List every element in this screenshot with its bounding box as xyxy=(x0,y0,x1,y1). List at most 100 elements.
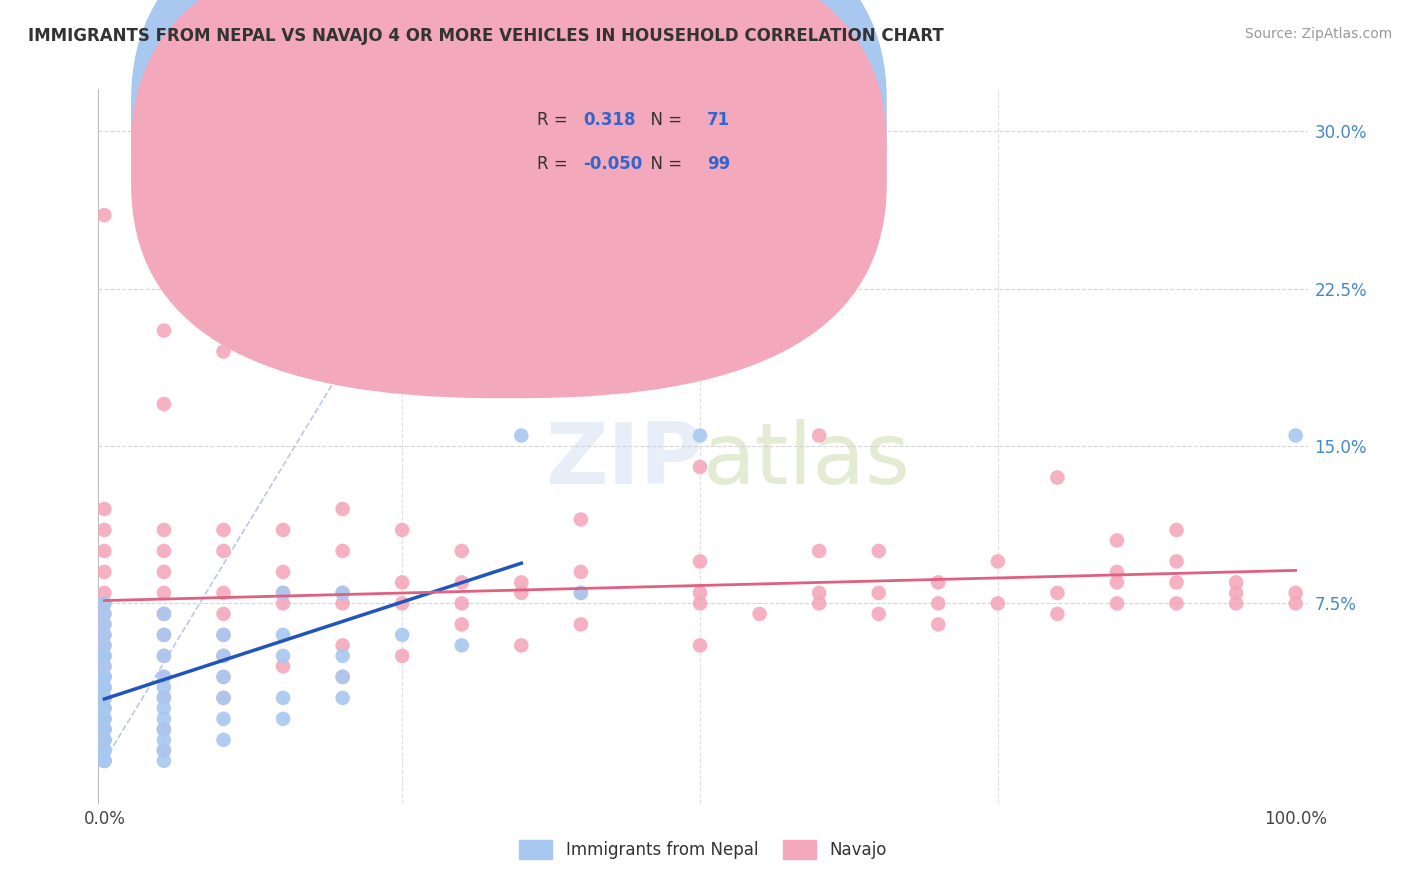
Text: atlas: atlas xyxy=(703,418,911,502)
Point xyxy=(93,754,115,768)
Point xyxy=(271,659,294,673)
Point xyxy=(391,523,413,537)
Point xyxy=(212,670,235,684)
Point xyxy=(212,690,235,705)
Point xyxy=(748,607,770,621)
Text: N =: N = xyxy=(640,111,688,128)
Point xyxy=(93,701,115,715)
Point xyxy=(93,586,115,600)
Point xyxy=(93,670,115,684)
Point xyxy=(212,586,235,600)
Point xyxy=(332,690,354,705)
Point xyxy=(93,723,115,737)
Point xyxy=(93,732,115,747)
Point xyxy=(93,701,115,715)
FancyBboxPatch shape xyxy=(131,0,887,398)
Point xyxy=(93,732,115,747)
Point xyxy=(93,659,115,673)
Point xyxy=(332,586,354,600)
Point xyxy=(332,502,354,516)
Point xyxy=(689,428,711,442)
FancyBboxPatch shape xyxy=(479,93,745,193)
Point xyxy=(450,575,472,590)
Point xyxy=(689,586,711,600)
Point xyxy=(93,712,115,726)
Point xyxy=(93,648,115,663)
Legend: Immigrants from Nepal, Navajo: Immigrants from Nepal, Navajo xyxy=(512,833,894,866)
Point xyxy=(93,617,115,632)
Point xyxy=(1105,596,1128,610)
Point xyxy=(93,617,115,632)
Point xyxy=(93,648,115,663)
Point xyxy=(93,607,115,621)
Point xyxy=(271,355,294,369)
Point xyxy=(332,648,354,663)
Point xyxy=(271,712,294,726)
Point xyxy=(1166,554,1188,568)
Point xyxy=(332,670,354,684)
Point xyxy=(93,670,115,684)
Point xyxy=(271,690,294,705)
Point xyxy=(569,512,592,526)
Point xyxy=(153,743,176,757)
Point xyxy=(93,639,115,653)
Point xyxy=(93,690,115,705)
Point xyxy=(391,628,413,642)
Point xyxy=(808,596,831,610)
Point xyxy=(510,428,533,442)
Point xyxy=(1046,607,1069,621)
Point xyxy=(569,586,592,600)
Point xyxy=(391,334,413,348)
Point xyxy=(391,596,413,610)
Point xyxy=(153,628,176,642)
Point xyxy=(93,648,115,663)
Text: 0.318: 0.318 xyxy=(583,111,636,128)
Point xyxy=(391,575,413,590)
Point xyxy=(987,554,1010,568)
Point xyxy=(153,743,176,757)
Point xyxy=(1285,428,1308,442)
Point xyxy=(93,743,115,757)
Point xyxy=(212,690,235,705)
Point xyxy=(391,648,413,663)
Point xyxy=(212,628,235,642)
Point xyxy=(450,617,472,632)
Point xyxy=(271,523,294,537)
Point xyxy=(93,690,115,705)
Point xyxy=(93,659,115,673)
Point xyxy=(1046,470,1069,484)
Point xyxy=(93,628,115,642)
Point xyxy=(450,639,472,653)
Point xyxy=(153,754,176,768)
Point xyxy=(93,754,115,768)
Point xyxy=(93,681,115,695)
Point xyxy=(153,648,176,663)
Point xyxy=(93,681,115,695)
Point xyxy=(808,544,831,558)
Point xyxy=(93,723,115,737)
Point xyxy=(689,460,711,475)
Point xyxy=(93,732,115,747)
Point xyxy=(1105,575,1128,590)
Point xyxy=(212,732,235,747)
Point xyxy=(927,575,949,590)
Point xyxy=(93,670,115,684)
Point xyxy=(927,596,949,610)
Point xyxy=(153,670,176,684)
Point xyxy=(153,723,176,737)
Point xyxy=(93,743,115,757)
Point xyxy=(212,523,235,537)
Point xyxy=(1225,586,1247,600)
Point xyxy=(153,701,176,715)
Point xyxy=(93,712,115,726)
Point xyxy=(153,723,176,737)
Point xyxy=(93,596,115,610)
Point xyxy=(153,732,176,747)
Point xyxy=(510,639,533,653)
Point xyxy=(212,648,235,663)
Point xyxy=(93,732,115,747)
Point xyxy=(987,596,1010,610)
Point xyxy=(212,344,235,359)
Point xyxy=(510,586,533,600)
Point xyxy=(153,690,176,705)
